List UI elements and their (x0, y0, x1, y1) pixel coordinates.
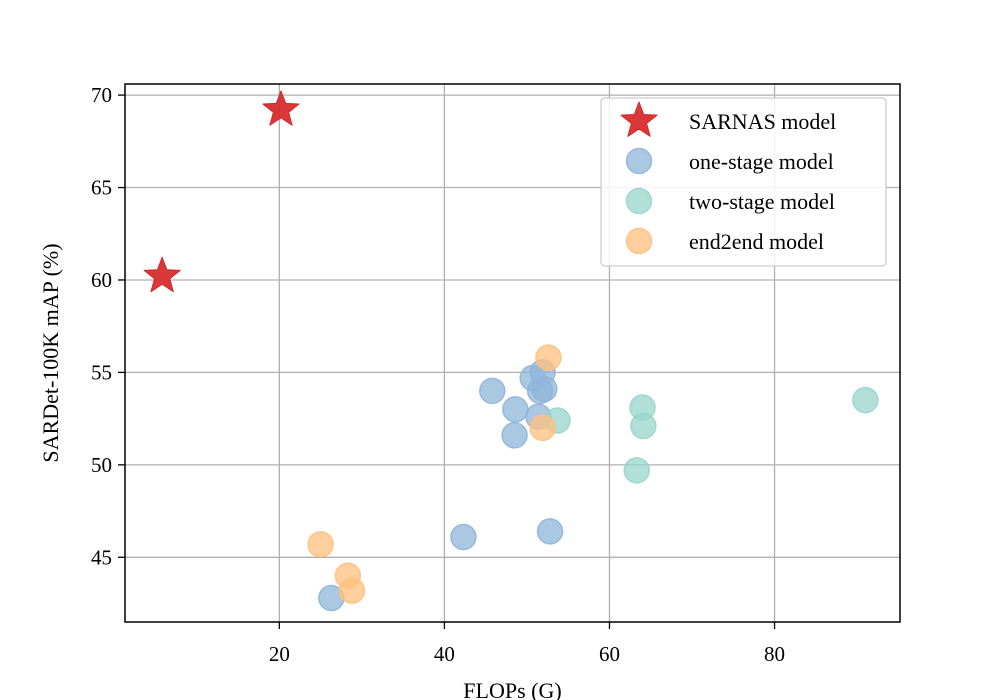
one-stage-model-point (502, 396, 529, 423)
sarnas-model-point (143, 256, 181, 293)
y-tick-label: 55 (91, 360, 112, 384)
two-stage-model-point (852, 386, 879, 414)
legend: SARNAS model one-stage model two-stage mod… (600, 97, 887, 267)
one-stage-model-point (501, 422, 528, 449)
x-tick-label: 20 (269, 642, 290, 666)
x-tick-label: 80 (764, 642, 785, 666)
end2end-model-point (307, 531, 334, 558)
one-stage-model-point (450, 523, 477, 551)
two-stage-model-point (623, 457, 650, 484)
axis-ticks: 20 40 60 80 45 50 55 60 65 70 (91, 83, 785, 666)
end2end-model-point (338, 577, 366, 604)
legend-box (600, 97, 887, 267)
legend-marker-end2end-model (625, 227, 653, 255)
sarnas-model-point (262, 90, 300, 126)
one-stage-model-point (479, 377, 506, 405)
legend-marker-two-stage-model (625, 187, 653, 215)
one-stage-model-point (531, 375, 558, 403)
x-tick-label: 60 (599, 642, 620, 666)
y-axis-label: SARDet-100K mAP (%) (38, 243, 63, 462)
y-tick-label: 65 (91, 176, 112, 200)
legend-marker-sarnas-model (620, 101, 658, 137)
y-tick-label: 60 (91, 268, 112, 292)
legend-label-sarnas-model: SARNAS model (689, 109, 836, 134)
two-stage-model-point (630, 412, 657, 440)
y-tick-label: 50 (91, 453, 112, 477)
x-axis-label: FLOPs (G) (463, 678, 561, 700)
data-points (143, 90, 879, 612)
legend-label-one-stage-model: one-stage model (689, 149, 834, 174)
end2end-model-point (529, 414, 556, 442)
y-tick-label: 45 (91, 545, 112, 569)
y-tick-label: 70 (91, 83, 112, 107)
legend-label-end2end-model: end2end model (689, 229, 824, 254)
end2end-model-point (535, 344, 562, 371)
legend-label-two-stage-model: two-stage model (689, 189, 835, 214)
plot-frame (124, 83, 901, 623)
x-tick-label: 40 (434, 642, 455, 666)
one-stage-model-point (536, 518, 564, 545)
legend-marker-one-stage-model (625, 147, 653, 175)
